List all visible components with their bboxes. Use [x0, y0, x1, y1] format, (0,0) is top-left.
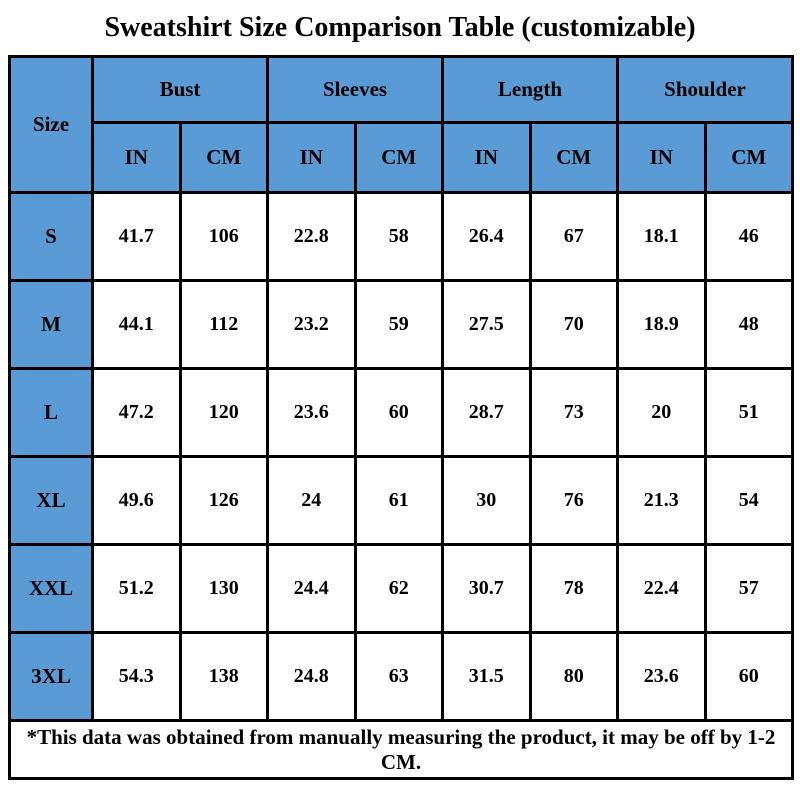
measurement-cell: 54 [703, 455, 794, 546]
measurement-cell: 78 [528, 543, 619, 634]
measurement-cell: 30 [441, 455, 532, 546]
measurement-cell: 21.3 [616, 455, 707, 546]
row-size-label: 3XL [8, 631, 94, 722]
row-size-label: XL [8, 455, 94, 546]
unit-header-sleeves-in: IN [266, 121, 357, 194]
size-column-header: Size [8, 55, 94, 194]
measurement-cell: 61 [353, 455, 444, 546]
measurement-cell: 22.4 [616, 543, 707, 634]
measurement-cell: 51 [703, 367, 794, 458]
measurement-cell: 58 [353, 191, 444, 282]
measurement-cell: 126 [178, 455, 269, 546]
measurement-cell: 67 [528, 191, 619, 282]
measurement-cell: 57 [703, 543, 794, 634]
measurement-cell: 31.5 [441, 631, 532, 722]
measurement-cell: 44.1 [91, 279, 182, 370]
unit-header-bust-cm: CM [178, 121, 269, 194]
unit-header-bust-in: IN [91, 121, 182, 194]
measurement-cell: 41.7 [91, 191, 182, 282]
measurement-cell: 48 [703, 279, 794, 370]
unit-header-length-in: IN [441, 121, 532, 194]
unit-header-shoulder-cm: CM [703, 121, 794, 194]
table-body: S 41.7 106 22.8 58 26.4 67 18.1 46 M 44.1 112 23.2 59… [8, 191, 794, 722]
measurement-cell: 27.5 [441, 279, 532, 370]
measurement-cell: 76 [528, 455, 619, 546]
measurement-cell: 20 [616, 367, 707, 458]
measurement-cell: 120 [178, 367, 269, 458]
measurement-cell: 60 [703, 631, 794, 722]
table-row: M 44.1 112 23.2 59 27.5 70 18.9 48 [8, 279, 794, 370]
table-row: L 47.2 120 23.6 60 28.7 73 20 51 [8, 367, 794, 458]
measurement-cell: 23.6 [266, 367, 357, 458]
row-size-label: XXL [8, 543, 94, 634]
group-header-shoulder: Shoulder [616, 55, 794, 124]
measurement-cell: 30.7 [441, 543, 532, 634]
page-title: Sweatshirt Size Comparison Table (custom… [104, 12, 696, 43]
size-comparison-table: Size Bust Sleeves Length Shoulder IN CM … [8, 55, 794, 780]
measurement-cell: 49.6 [91, 455, 182, 546]
measurement-cell: 130 [178, 543, 269, 634]
unit-header-shoulder-in: IN [616, 121, 707, 194]
measurement-cell: 51.2 [91, 543, 182, 634]
group-header-length: Length [441, 55, 619, 124]
measurement-cell: 59 [353, 279, 444, 370]
table-row: 3XL 54.3 138 24.8 63 31.5 80 23.6 60 [8, 631, 794, 722]
measurement-cell: 60 [353, 367, 444, 458]
measurement-cell: 80 [528, 631, 619, 722]
footnote: *This data was obtained from manually me… [8, 719, 794, 780]
measurement-cell: 23.6 [616, 631, 707, 722]
measurement-cell: 63 [353, 631, 444, 722]
measurement-cell: 106 [178, 191, 269, 282]
table-row: XXL 51.2 130 24.4 62 30.7 78 22.4 57 [8, 543, 794, 634]
table-header: Size Bust Sleeves Length Shoulder IN CM … [8, 55, 794, 194]
measurement-cell: 28.7 [441, 367, 532, 458]
measurement-cell: 24 [266, 455, 357, 546]
measurement-cell: 26.4 [441, 191, 532, 282]
group-header-bust: Bust [91, 55, 269, 124]
group-header-sleeves: Sleeves [266, 55, 444, 124]
measurement-cell: 24.8 [266, 631, 357, 722]
measurement-cell: 62 [353, 543, 444, 634]
measurement-cell: 54.3 [91, 631, 182, 722]
measurement-cell: 70 [528, 279, 619, 370]
unit-header-row: IN CM IN CM IN CM IN CM [10, 121, 794, 194]
footnote-row: *This data was obtained from manually me… [8, 719, 794, 780]
row-size-label: L [8, 367, 94, 458]
table-row: XL 49.6 126 24 61 30 76 21.3 54 [8, 455, 794, 546]
row-size-label: S [8, 191, 94, 282]
measurement-cell: 18.9 [616, 279, 707, 370]
measurement-cell: 23.2 [266, 279, 357, 370]
group-header-row: Size Bust Sleeves Length Shoulder [8, 55, 794, 194]
measurement-cell: 112 [178, 279, 269, 370]
measurement-cell: 47.2 [91, 367, 182, 458]
measurement-cell: 24.4 [266, 543, 357, 634]
unit-header-sleeves-cm: CM [353, 121, 444, 194]
unit-header-length-cm: CM [528, 121, 619, 194]
measurement-cell: 18.1 [616, 191, 707, 282]
row-size-label: M [8, 279, 94, 370]
measurement-cell: 138 [178, 631, 269, 722]
measurement-cell: 73 [528, 367, 619, 458]
table-footer: *This data was obtained from manually me… [8, 719, 794, 780]
measurement-cell: 46 [703, 191, 794, 282]
measurement-cell: 22.8 [266, 191, 357, 282]
table-row: S 41.7 106 22.8 58 26.4 67 18.1 46 [8, 191, 794, 282]
